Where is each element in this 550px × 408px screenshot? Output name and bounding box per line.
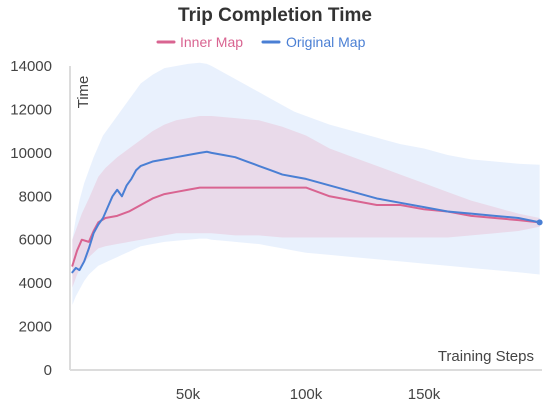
legend-label-0: Inner Map [180,34,243,50]
chart-title: Trip Completion Time [178,5,372,26]
y-tick-label-3: 6000 [19,232,52,249]
x-tick-label-0: 50k [176,386,201,403]
legend: Inner Map Original Map [156,34,366,50]
points-layer [536,219,543,226]
legend-item-1[interactable]: Original Map [261,34,366,50]
bands-layer [72,62,540,305]
y-tick-label-5: 10000 [10,145,52,162]
x-tick-label-1: 100k [290,386,323,403]
axes-layer [69,66,542,371]
band-1 [72,62,540,305]
ticks-layer: 0 2000 4000 6000 8000 10000 12000 14000 50k 100k 1… [10,58,440,403]
band-0 [72,115,540,288]
y-tick-label-7: 14000 [10,58,52,75]
series-endpoint-1 [536,219,543,226]
legend-label-1: Original Map [286,34,366,50]
legend-item-0[interactable]: Inner Map [156,34,243,50]
y-tick-label-6: 12000 [10,101,52,118]
y-tick-label-0: 0 [44,362,52,379]
x-axis-label: Training Steps [438,348,534,365]
y-tick-label-2: 4000 [19,275,52,292]
y-tick-label-1: 2000 [19,319,52,336]
x-tick-label-2: 150k [408,386,441,403]
lines-layer [71,150,541,274]
y-tick-label-4: 8000 [19,188,52,205]
series-line-1 [71,150,541,274]
y-axis-label: Time [75,76,92,109]
